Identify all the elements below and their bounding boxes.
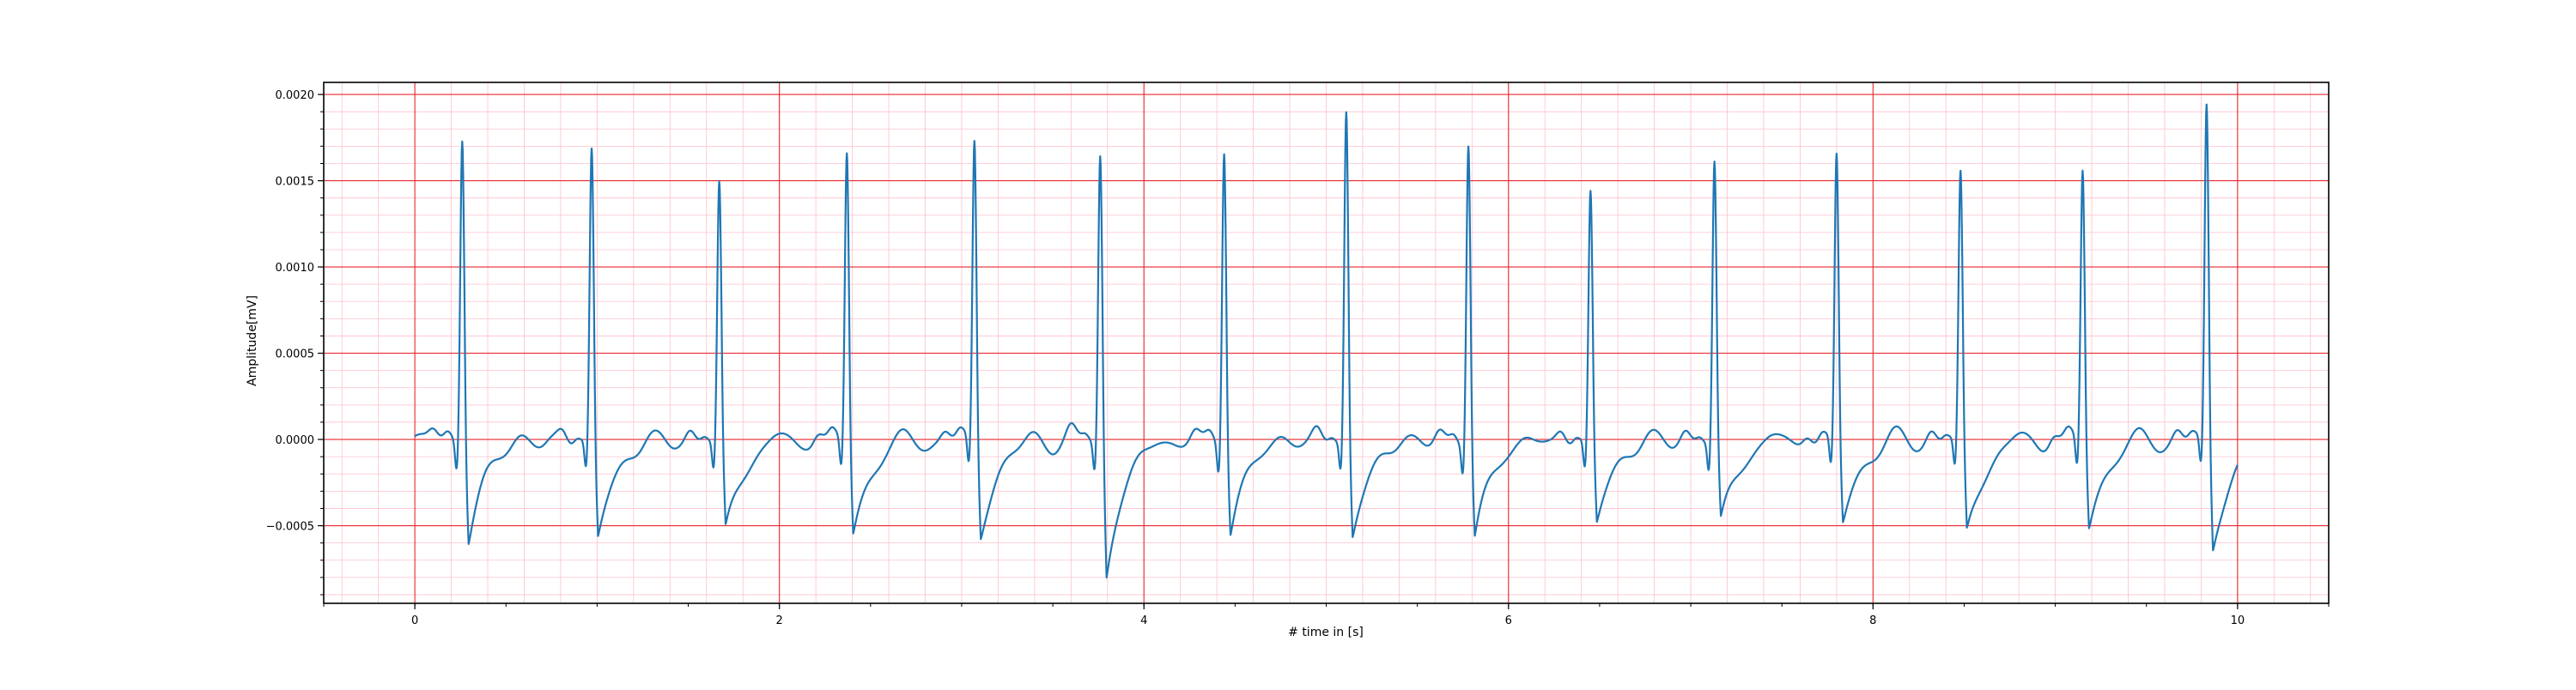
y-tick-label: 0.0000 [276, 434, 315, 447]
x-tick-label: 10 [2231, 614, 2245, 627]
x-tick-label: 6 [1505, 614, 1512, 627]
y-tick-label: −0.0005 [266, 521, 314, 534]
x-tick-label: 8 [1869, 614, 1876, 627]
x-tick-label: 4 [1140, 614, 1147, 627]
y-tick-label: 0.0015 [276, 176, 315, 189]
major-grid [324, 82, 2329, 603]
x-tick-label: 2 [776, 614, 783, 627]
series-layer [414, 103, 2239, 578]
ecg-series-line [414, 103, 2239, 578]
y-axis-label: Amplitude[mV] [246, 295, 259, 386]
x-axis-label: # time in [s] [1288, 626, 1364, 639]
y-tick-label: 0.0010 [276, 262, 315, 275]
x-tick-label: 0 [411, 614, 418, 627]
x-axis-ticks: 0 2 4 6 8 10 [323, 603, 2330, 627]
y-tick-label: 0.0005 [276, 348, 315, 361]
y-tick-label: 0.0020 [276, 89, 315, 102]
y-axis-ticks: −0.0005 0.0000 0.0005 0.0010 0.0015 0.0020 [266, 89, 324, 596]
